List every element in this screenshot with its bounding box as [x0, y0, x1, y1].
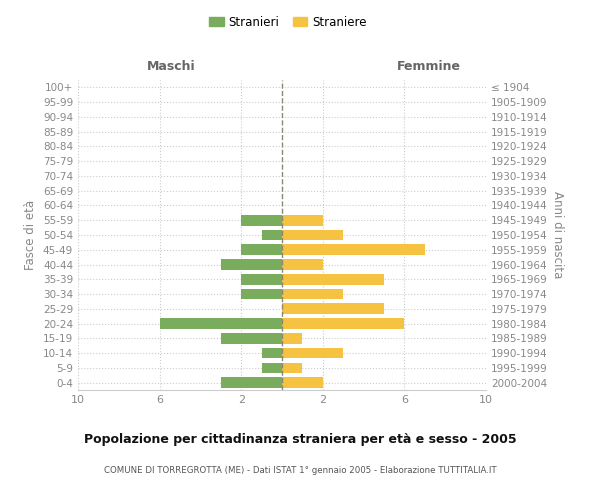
- Y-axis label: Anni di nascita: Anni di nascita: [551, 192, 564, 278]
- Bar: [262, 230, 282, 240]
- Bar: [241, 215, 282, 226]
- Bar: [241, 244, 282, 255]
- Y-axis label: Fasce di età: Fasce di età: [25, 200, 37, 270]
- Bar: [241, 288, 282, 300]
- Bar: [282, 333, 302, 344]
- Bar: [282, 215, 323, 226]
- Bar: [282, 362, 302, 373]
- Bar: [282, 230, 343, 240]
- Bar: [282, 318, 404, 329]
- Text: COMUNE DI TORREGROTTA (ME) - Dati ISTAT 1° gennaio 2005 - Elaborazione TUTTITALI: COMUNE DI TORREGROTTA (ME) - Dati ISTAT …: [104, 466, 496, 475]
- Text: Popolazione per cittadinanza straniera per età e sesso - 2005: Popolazione per cittadinanza straniera p…: [83, 432, 517, 446]
- Bar: [221, 259, 282, 270]
- Bar: [282, 288, 343, 300]
- Bar: [282, 244, 425, 255]
- Bar: [221, 333, 282, 344]
- Legend: Stranieri, Straniere: Stranieri, Straniere: [205, 11, 371, 34]
- Bar: [282, 304, 384, 314]
- Text: Femmine: Femmine: [397, 60, 461, 72]
- Bar: [262, 362, 282, 373]
- Bar: [282, 378, 323, 388]
- Bar: [282, 348, 343, 358]
- Bar: [160, 318, 282, 329]
- Bar: [262, 348, 282, 358]
- Bar: [282, 274, 384, 284]
- Text: Maschi: Maschi: [146, 60, 196, 72]
- Bar: [221, 378, 282, 388]
- Bar: [282, 259, 323, 270]
- Bar: [241, 274, 282, 284]
